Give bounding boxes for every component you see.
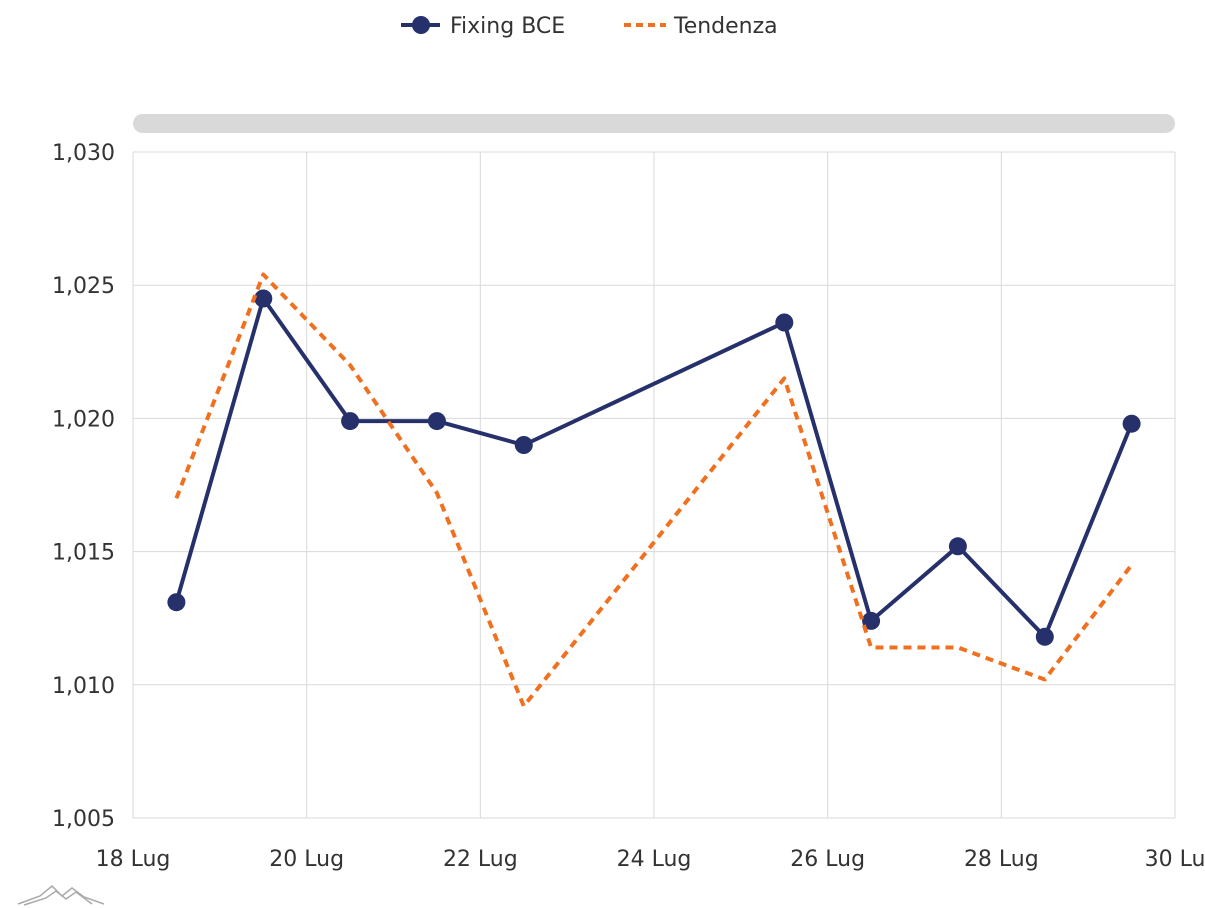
data-point-fixing-bce[interactable] [1035, 627, 1054, 646]
series-line-tendenza [174, 272, 1134, 709]
data-point-fixing-bce[interactable] [775, 313, 794, 332]
x-tick-label: 30 Lu [1145, 847, 1205, 872]
y-tick-label: 1,030 [52, 141, 115, 166]
y-tick-label: 1,005 [52, 807, 115, 832]
data-point-fixing-bce[interactable] [862, 611, 881, 630]
series-line-fixing-bce [174, 296, 1134, 639]
grid [132, 151, 1176, 819]
legend-item-tendenza[interactable]: Tendenza [624, 14, 778, 39]
y-tick-label: 1,010 [52, 674, 115, 699]
x-axis: 18 Lug 20 Lug 22 Lug 24 Lug 26 Lug 28 Lug 30 L… [96, 847, 1205, 872]
x-tick-label: 26 Lug [790, 847, 865, 872]
data-point-fixing-bce[interactable] [254, 289, 273, 308]
plot-area [167, 272, 1141, 709]
legend-label-tendenza: Tendenza [673, 14, 778, 39]
legend-marker-fixing-bce [412, 16, 430, 34]
legend-label-fixing-bce: Fixing BCE [450, 14, 565, 39]
y-tick-label: 1,015 [52, 541, 115, 566]
legend-item-fixing-bce[interactable]: Fixing BCE [401, 14, 565, 39]
x-tick-label: 18 Lug [96, 847, 171, 872]
mountain-logo-icon [17, 884, 105, 906]
legend[interactable]: Fixing BCE Tendenza [401, 14, 778, 39]
data-point-fixing-bce[interactable] [514, 436, 533, 454]
y-axis: 1,005 1,010 1,015 1,020 1,025 1,030 [52, 141, 115, 832]
data-point-fixing-bce[interactable] [948, 537, 967, 556]
y-tick-label: 1,025 [52, 274, 115, 299]
data-point-fixing-bce[interactable] [427, 412, 446, 431]
y-tick-label: 1,020 [52, 407, 115, 432]
data-point-fixing-bce[interactable] [167, 593, 186, 612]
x-tick-label: 20 Lug [269, 847, 344, 872]
data-point-fixing-bce[interactable] [341, 412, 360, 431]
zoom-scrollbar[interactable] [133, 114, 1175, 133]
x-tick-label: 24 Lug [617, 847, 692, 872]
data-point-fixing-bce[interactable] [1122, 414, 1141, 433]
x-tick-label: 28 Lug [964, 847, 1039, 872]
x-tick-label: 22 Lug [443, 847, 518, 872]
